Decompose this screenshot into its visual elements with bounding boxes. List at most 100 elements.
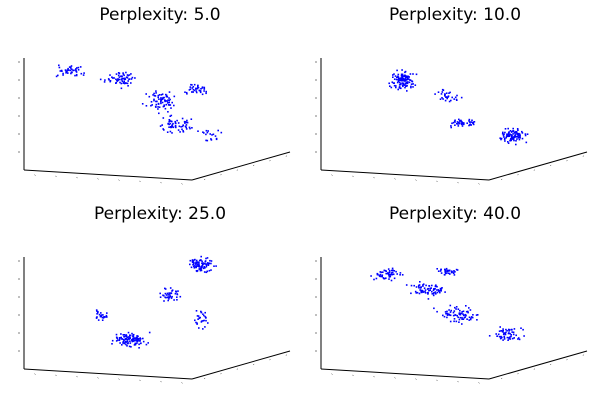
- scatter-point: [407, 78, 410, 80]
- scatter-point: [401, 79, 404, 82]
- scatter-point: [165, 103, 167, 106]
- scatter-point: [462, 314, 465, 317]
- scatter-point: [393, 73, 395, 75]
- scatter-point: [375, 277, 378, 280]
- scatter-point: [454, 306, 456, 309]
- scatter-point: [462, 310, 465, 313]
- scatter-point: [126, 336, 128, 339]
- scatter-point: [507, 135, 509, 138]
- scatter-point: [446, 310, 448, 313]
- scatter-point: [155, 92, 157, 94]
- scatter-point: [392, 74, 394, 76]
- scatter-point: [132, 334, 134, 336]
- scatter-point: [213, 265, 215, 267]
- scatter-point: [427, 293, 429, 295]
- scatter-point: [201, 262, 203, 265]
- scatter-point: [142, 340, 145, 343]
- scatter-point: [424, 289, 427, 291]
- scatter-point: [513, 139, 515, 142]
- scatter-point: [210, 269, 212, 271]
- scatter-point: [448, 313, 451, 316]
- scatter-point: [69, 66, 72, 68]
- scatter-point: [450, 125, 452, 127]
- scatter-point: [203, 86, 206, 89]
- scatter-point: [435, 284, 437, 286]
- scatter-point: [427, 298, 430, 300]
- scatter-point: [502, 329, 504, 332]
- scatter-point: [430, 287, 432, 289]
- scatter-point: [431, 293, 434, 295]
- scatter-point: [166, 292, 169, 295]
- scatter-point: [414, 84, 417, 86]
- scatter-point: [508, 336, 510, 339]
- scatter-point: [62, 72, 64, 75]
- scatter-point: [199, 90, 202, 92]
- scatter-point: [73, 69, 75, 72]
- scatter-point: [414, 290, 417, 293]
- scatter-point: [160, 98, 162, 101]
- scatter-point: [200, 255, 202, 258]
- scatter-point: [400, 75, 403, 77]
- scatter-point: [469, 123, 472, 125]
- scatter-point: [140, 342, 142, 344]
- scatter-point: [205, 271, 208, 274]
- scatter-point: [197, 318, 199, 320]
- scatter-point: [128, 74, 131, 76]
- scatter-point: [452, 121, 455, 124]
- scatter-point: [505, 328, 507, 331]
- scatter-point: [206, 139, 209, 142]
- scatter-point: [171, 101, 173, 104]
- scatter-point: [57, 74, 59, 77]
- scatter-point: [431, 284, 433, 287]
- scatter-point: [55, 75, 58, 78]
- scatter-point: [502, 328, 504, 330]
- scatter-point: [433, 288, 435, 290]
- scatter-point: [139, 338, 142, 340]
- scatter-point: [503, 136, 505, 138]
- scatter-point: [69, 69, 72, 71]
- scatter-point: [448, 92, 450, 94]
- scatter-point: [450, 270, 453, 272]
- scatter-point: [186, 93, 188, 95]
- scatter-point: [511, 130, 514, 132]
- scatter-point: [434, 93, 436, 95]
- scatter-point: [440, 289, 442, 291]
- scatter-point: [138, 339, 140, 341]
- scatter-point: [388, 271, 391, 274]
- scatter-point: [119, 81, 121, 84]
- scatter-point: [122, 341, 125, 343]
- scatter-point: [122, 334, 125, 336]
- scatter-point: [398, 79, 401, 81]
- scatter-point: [420, 290, 422, 292]
- scatter-point: [118, 337, 121, 339]
- scatter-point: [401, 84, 404, 87]
- scatter-point: [409, 79, 412, 81]
- scatter-point: [169, 104, 172, 106]
- scatter-point: [195, 87, 197, 90]
- scatter-point: [441, 88, 444, 91]
- scatter-point: [381, 274, 384, 276]
- scatter-point: [423, 287, 426, 289]
- scatter-point: [456, 121, 459, 123]
- scatter-point: [100, 314, 103, 316]
- scatter-point: [195, 310, 198, 312]
- scatter-point: [176, 296, 178, 298]
- scatter-point: [507, 339, 509, 341]
- scatter-point: [399, 272, 402, 274]
- scatter-point: [75, 70, 77, 72]
- scatter-point: [398, 84, 401, 86]
- scatter-point: [181, 128, 183, 131]
- scatter-point: [405, 82, 407, 85]
- scatter-point: [511, 137, 514, 139]
- scatter-point: [383, 269, 386, 272]
- scatter-point: [467, 311, 469, 314]
- scatter-point: [205, 139, 207, 142]
- scatter-point: [453, 120, 456, 122]
- scatter-point: [411, 80, 414, 83]
- x-tick: [55, 374, 57, 377]
- scatter-point: [101, 316, 104, 319]
- scatter-point: [449, 91, 451, 94]
- scatter-point: [188, 89, 191, 91]
- scatter-point: [167, 111, 169, 113]
- scatter-point: [381, 275, 383, 278]
